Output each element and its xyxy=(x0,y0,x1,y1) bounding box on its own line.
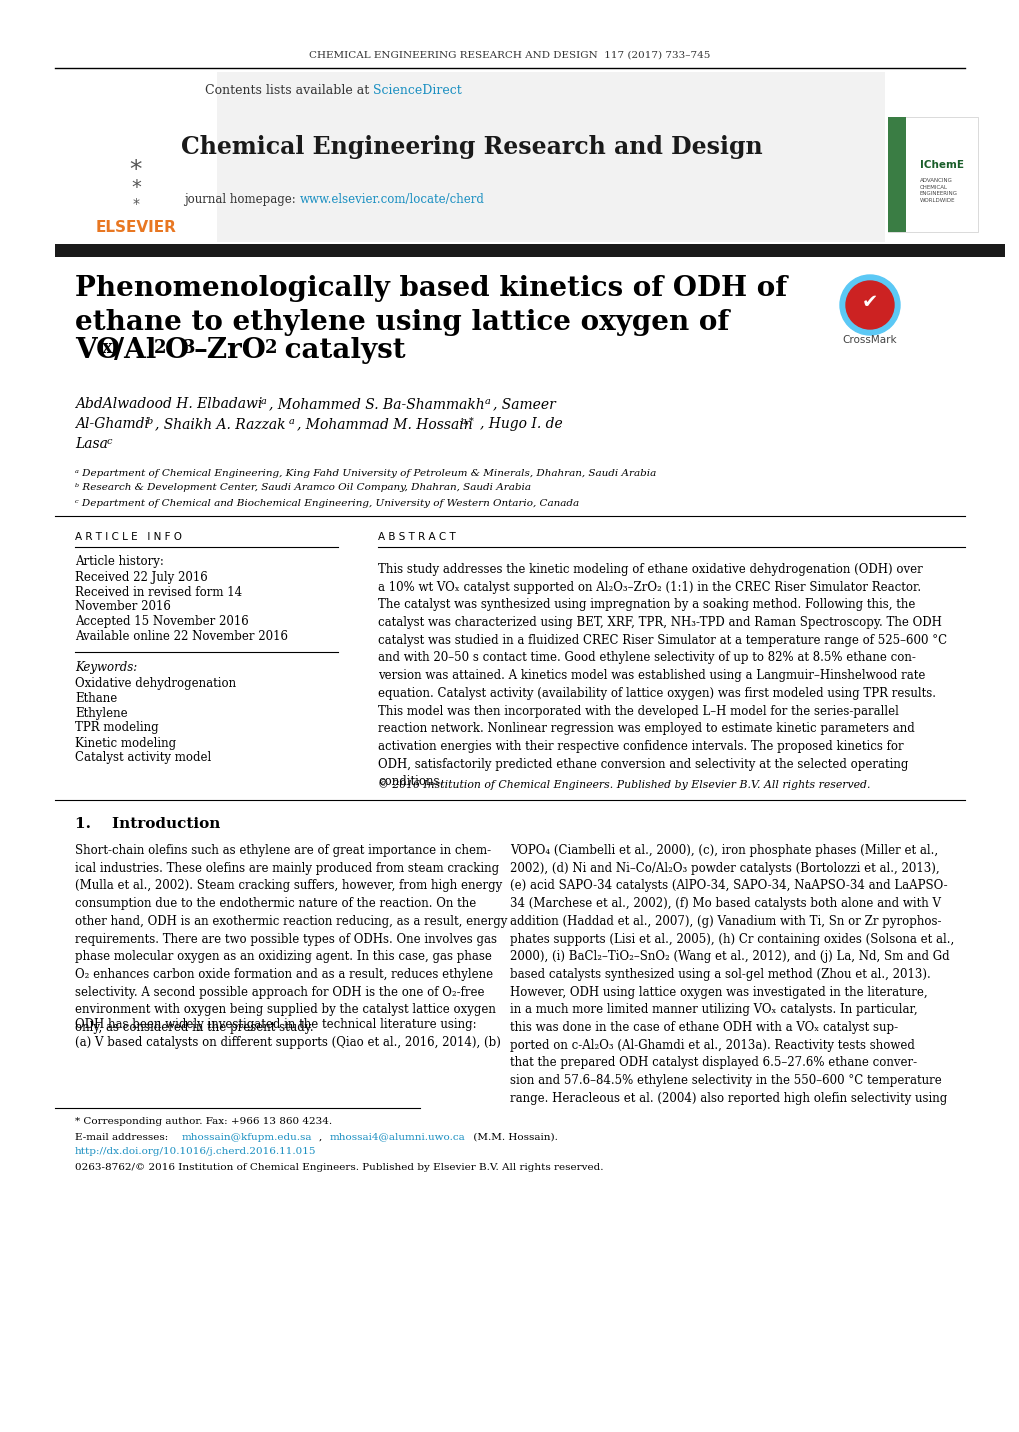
Text: Oxidative dehydrogenation: Oxidative dehydrogenation xyxy=(75,676,235,689)
FancyBboxPatch shape xyxy=(55,72,217,242)
Text: *: * xyxy=(129,158,142,182)
Text: CHEMICAL ENGINEERING RESEARCH AND DESIGN  117 (2017) 733–745: CHEMICAL ENGINEERING RESEARCH AND DESIGN… xyxy=(309,50,710,60)
Text: ᵃ Department of Chemical Engineering, King Fahd University of Petroleum & Minera: ᵃ Department of Chemical Engineering, Ki… xyxy=(75,468,655,477)
Text: ,: , xyxy=(319,1133,325,1141)
Text: ✔: ✔ xyxy=(861,294,877,312)
Text: Available online 22 November 2016: Available online 22 November 2016 xyxy=(75,630,287,643)
Text: 2: 2 xyxy=(154,339,166,357)
Text: Kinetic modeling: Kinetic modeling xyxy=(75,736,176,749)
Text: , Hugo I. de: , Hugo I. de xyxy=(480,417,562,431)
Text: http://dx.doi.org/10.1016/j.cherd.2016.11.015: http://dx.doi.org/10.1016/j.cherd.2016.1… xyxy=(75,1147,316,1157)
Text: 0263-8762/© 2016 Institution of Chemical Engineers. Published by Elsevier B.V. A: 0263-8762/© 2016 Institution of Chemical… xyxy=(75,1163,603,1171)
FancyBboxPatch shape xyxy=(55,72,884,242)
Text: ᶜ Department of Chemical and Biochemical Engineering, University of Western Onta: ᶜ Department of Chemical and Biochemical… xyxy=(75,498,579,507)
Text: CrossMark: CrossMark xyxy=(842,335,897,345)
Text: 3: 3 xyxy=(182,339,196,357)
Text: * Corresponding author. Fax: +966 13 860 4234.: * Corresponding author. Fax: +966 13 860… xyxy=(75,1117,332,1127)
Text: catalyst: catalyst xyxy=(275,337,406,364)
Text: a: a xyxy=(261,397,267,407)
Text: A R T I C L E   I N F O: A R T I C L E I N F O xyxy=(75,533,181,541)
Text: *: * xyxy=(132,198,140,211)
Text: E-mail addresses:: E-mail addresses: xyxy=(75,1133,171,1141)
Text: journal homepage:: journal homepage: xyxy=(184,193,300,206)
Text: Contents lists available at: Contents lists available at xyxy=(205,83,373,96)
Text: 2: 2 xyxy=(265,339,277,357)
FancyBboxPatch shape xyxy=(888,117,905,232)
Text: ODH has been widely investigated in the technical literature using:
(a) V based : ODH has been widely investigated in the … xyxy=(75,1018,500,1048)
Text: Ethylene: Ethylene xyxy=(75,706,127,719)
Text: Phenomenologically based kinetics of ODH of: Phenomenologically based kinetics of ODH… xyxy=(75,275,787,302)
Text: b: b xyxy=(147,417,153,425)
Text: Received 22 July 2016: Received 22 July 2016 xyxy=(75,570,208,583)
Text: /Al: /Al xyxy=(114,337,156,364)
Text: TPR modeling: TPR modeling xyxy=(75,722,159,735)
Text: VO: VO xyxy=(75,337,120,364)
Text: AbdAlwadood H. Elbadawi: AbdAlwadood H. Elbadawi xyxy=(75,397,262,411)
FancyBboxPatch shape xyxy=(55,243,1004,256)
Text: *: * xyxy=(130,179,141,198)
Text: www.elsevier.com/locate/cherd: www.elsevier.com/locate/cherd xyxy=(300,193,484,206)
Text: Catalyst activity model: Catalyst activity model xyxy=(75,752,211,765)
Text: 1.    Introduction: 1. Introduction xyxy=(75,818,220,831)
Text: VOPO₄ (Ciambelli et al., 2000), (c), iron phosphate phases (Miller et al.,
2002): VOPO₄ (Ciambelli et al., 2000), (c), iro… xyxy=(510,843,954,1106)
Text: ScienceDirect: ScienceDirect xyxy=(373,83,462,96)
Text: Keywords:: Keywords: xyxy=(75,660,138,673)
Text: a,*: a,* xyxy=(461,417,475,425)
Text: IChemE: IChemE xyxy=(919,160,963,170)
Text: (M.M. Hossain).: (M.M. Hossain). xyxy=(470,1133,557,1141)
Text: ELSEVIER: ELSEVIER xyxy=(96,221,176,235)
Circle shape xyxy=(840,275,899,335)
Text: Article history:: Article history: xyxy=(75,556,164,569)
Text: ᵇ Research & Development Center, Saudi Aramco Oil Company, Dhahran, Saudi Arabia: ᵇ Research & Development Center, Saudi A… xyxy=(75,484,531,493)
Text: Received in revised form 14: Received in revised form 14 xyxy=(75,586,242,599)
Text: O: O xyxy=(165,337,189,364)
Text: , Shaikh A. Razzak: , Shaikh A. Razzak xyxy=(155,417,285,431)
Text: A B S T R A C T: A B S T R A C T xyxy=(378,533,455,541)
Text: Al-Ghamdi: Al-Ghamdi xyxy=(75,417,149,431)
Text: mhossain@kfupm.edu.sa: mhossain@kfupm.edu.sa xyxy=(181,1133,312,1141)
Text: Lasa: Lasa xyxy=(75,437,108,451)
Circle shape xyxy=(845,281,893,329)
Text: This study addresses the kinetic modeling of ethane oxidative dehydrogenation (O: This study addresses the kinetic modelin… xyxy=(378,563,947,789)
Text: , Mohammed S. Ba-Shammakh: , Mohammed S. Ba-Shammakh xyxy=(269,397,484,411)
Text: a: a xyxy=(484,397,490,407)
FancyBboxPatch shape xyxy=(888,117,977,232)
Text: x: x xyxy=(102,339,113,357)
Text: , Sameer: , Sameer xyxy=(492,397,555,411)
Text: Ethane: Ethane xyxy=(75,692,117,705)
Text: Accepted 15 November 2016: Accepted 15 November 2016 xyxy=(75,614,249,627)
Text: November 2016: November 2016 xyxy=(75,600,171,613)
Text: –ZrO: –ZrO xyxy=(194,337,267,364)
Text: Chemical Engineering Research and Design: Chemical Engineering Research and Design xyxy=(181,135,762,159)
Text: mhossai4@alumni.uwo.ca: mhossai4@alumni.uwo.ca xyxy=(330,1133,466,1141)
Text: Short-chain olefins such as ethylene are of great importance in chem-
ical indus: Short-chain olefins such as ethylene are… xyxy=(75,843,506,1034)
Text: , Mohammad M. Hossain: , Mohammad M. Hossain xyxy=(297,417,472,431)
Text: a: a xyxy=(288,417,294,425)
Text: ethane to ethylene using lattice oxygen of: ethane to ethylene using lattice oxygen … xyxy=(75,309,729,337)
Text: © 2016 Institution of Chemical Engineers. Published by Elsevier B.V. All rights : © 2016 Institution of Chemical Engineers… xyxy=(378,779,869,790)
Text: c: c xyxy=(107,437,112,445)
Text: ADVANCING
CHEMICAL
ENGINEERING
WORLDWIDE: ADVANCING CHEMICAL ENGINEERING WORLDWIDE xyxy=(919,178,957,203)
